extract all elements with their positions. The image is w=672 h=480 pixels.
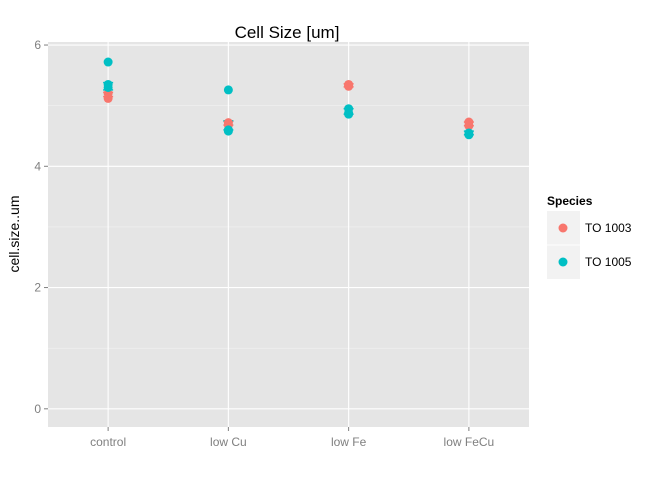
y-axis-ticks: 0 2 4 6 <box>34 38 48 416</box>
x-tick-label: low FeCu <box>444 435 495 449</box>
y-tick-label: 6 <box>34 38 41 52</box>
legend-key-to1003 <box>558 223 568 233</box>
data-point <box>344 81 354 91</box>
data-point <box>223 118 233 128</box>
legend-label-to1005: TO 1005 <box>585 255 632 269</box>
legend: Species TO 1003 TO 1005 <box>547 194 632 279</box>
y-tick-label: 2 <box>34 281 41 295</box>
major-gridlines <box>48 42 529 427</box>
y-axis-label: cell.size..um <box>6 195 22 272</box>
data-point <box>464 130 474 140</box>
data-point <box>103 79 113 89</box>
data-point <box>223 126 233 136</box>
x-axis-ticks: control low Cu low Fe low FeCu <box>90 427 494 449</box>
plot-panel <box>48 42 529 427</box>
x-tick-label: control <box>90 435 126 449</box>
legend-label-to1003: TO 1003 <box>585 221 632 235</box>
x-tick-label: low Cu <box>210 435 247 449</box>
legend-key-to1005 <box>558 257 568 267</box>
data-point <box>344 109 354 119</box>
data-point <box>103 57 113 67</box>
data-points <box>103 57 474 140</box>
y-tick-label: 4 <box>34 159 41 173</box>
data-point <box>464 117 474 127</box>
x-tick-label: low Fe <box>331 435 367 449</box>
legend-title: Species <box>547 194 593 208</box>
minor-gridlines <box>48 105 529 349</box>
chart-title: Cell Size [um] <box>235 23 340 42</box>
y-tick-label: 0 <box>34 402 41 416</box>
data-point <box>223 85 233 95</box>
